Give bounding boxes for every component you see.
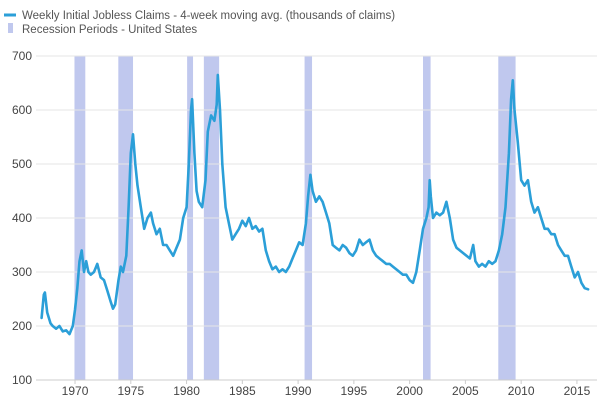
y-axis: 100 200 300 400 500 600 700 [12,49,32,387]
y-tick-label-600: 600 [12,103,32,117]
x-tick-label-1990: 1990 [285,384,312,398]
y-tick-label-400: 400 [12,211,32,225]
x-axis: 1970 1975 1980 1985 1990 1995 2000 2005 2010 2015 [62,380,591,398]
series-line-0 [40,73,590,336]
x-tick-label-2015: 2015 [564,384,591,398]
legend-swatch-recession [8,23,13,33]
x-tick-label-1980: 1980 [173,384,200,398]
y-tick-label-500: 500 [12,157,32,171]
x-tick-label-1975: 1975 [117,384,144,398]
series-layer [40,73,590,336]
y-tick-label-200: 200 [12,319,32,333]
y-tick-label-300: 300 [12,265,32,279]
x-tick-label-2000: 2000 [396,384,423,398]
x-tick-label-2005: 2005 [452,384,479,398]
legend-label-claims: Weekly Initial Jobless Claims - 4-week m… [22,10,395,22]
legend: Weekly Initial Jobless Claims - 4-week m… [4,10,395,36]
x-tick-label-1995: 1995 [341,384,368,398]
x-tick-label-2010: 2010 [508,384,535,398]
legend-label-recession: Recession Periods - United States [22,24,197,36]
x-tick-label-1985: 1985 [229,384,256,398]
y-tick-label-700: 700 [12,49,32,63]
y-tick-label-100: 100 [12,373,32,387]
x-tick-label-1970: 1970 [62,384,89,398]
